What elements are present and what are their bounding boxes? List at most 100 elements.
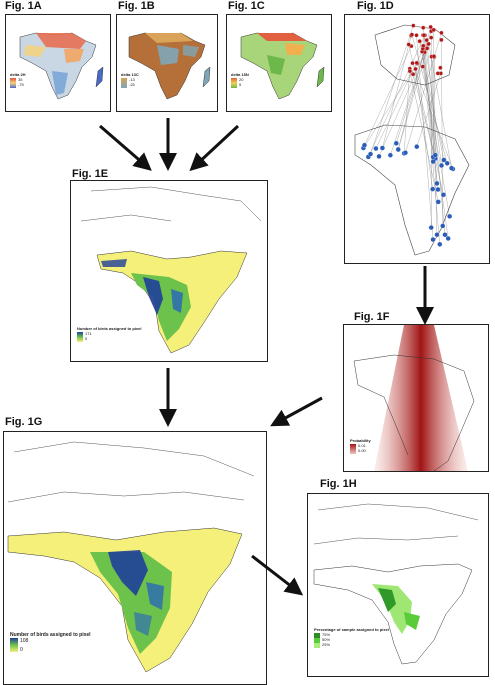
wintering-site-dot [395,147,401,153]
breeding-site-dot [407,69,413,74]
legend-label-25: 25% [322,641,331,647]
migration-lines [363,25,454,245]
fig-1d-label: Fig. 1D [357,0,394,12]
wintering-site-dot [430,186,436,192]
wintering-site-dot [387,152,393,158]
legend-row-75: 75% [314,631,389,638]
breeding-site-dot [413,66,418,72]
swatch-dark-green [314,632,320,638]
wintering-site-dot [393,140,399,146]
wintering-site-dot [437,241,443,247]
wintering-site-dot [428,225,434,231]
breeding-site-dot [406,42,411,47]
breeding-site-dot [410,72,416,77]
wintering-site-dot [379,145,385,151]
migration-line [423,45,439,190]
migration-line [423,27,442,166]
migration-connectivity-map [354,23,470,256]
breeding-site-dot [420,64,425,69]
sample-percentage-map [313,503,479,665]
migration-line [363,63,418,149]
wintering-site-dot [367,151,374,157]
migration-line [382,35,412,149]
fig-1e-legend: Number of birds assigned to pixel 171 0 [77,326,142,342]
legend-colorbar [350,443,356,454]
wintering-site-dot [430,237,436,243]
swatch-mid-green [314,637,320,643]
legend-title: Percentage of sample assigned to pixel [314,627,389,632]
wintering-site-dot [444,160,450,166]
wintering-site-dot [441,157,447,163]
legend-row-50: 50% [314,637,389,643]
migration-line [375,49,424,149]
migration-line [422,66,450,217]
wintering-sites [360,140,456,247]
assignment-count-map-g [7,441,255,673]
migration-line [412,63,454,170]
breeding-site-dot [421,25,426,30]
wintering-site-dot [361,142,368,148]
breeding-site-dot [431,54,437,59]
migration-line [416,73,441,147]
migration-line [422,48,440,245]
legend-tick-low: 0.00 [358,447,366,453]
legend-colorbar [121,77,127,88]
legend-colorbar [10,77,16,88]
migration-line [431,37,438,235]
wintering-site-dot [376,153,382,159]
wintering-site-dot [438,162,445,169]
fig-1e-panel: Number of birds assigned to pixel 171 0 [70,180,268,362]
breeding-site-dot [421,43,426,48]
migration-line [408,44,444,195]
wintering-site-dot [435,186,441,193]
migration-line [370,25,414,155]
wintering-site-dot [414,144,420,150]
legend-label-75: 75% [322,631,331,637]
breeding-site-dot [439,30,444,35]
migration-line [364,46,412,146]
legend-title: delta 13C [121,72,139,77]
legend-title: Number of birds assigned to pixel [10,632,91,638]
migration-line [378,44,429,157]
breeding-site-dot [429,35,434,40]
breeding-sites [406,23,444,77]
breeding-site-dot [409,32,415,37]
legend-tick-high: 108 [20,638,29,644]
breeding-site-dot [439,37,444,43]
fig-1c-label: Fig. 1C [228,0,265,12]
fig-1f-label: Fig. 1F [354,311,390,323]
fig-1f-legend: Probability 0.01 0.00 [350,438,371,454]
migration-line [411,34,448,164]
fig-1g-label: Fig. 1G [5,416,43,428]
legend-tick-high: 20 [239,76,244,82]
fig-1h-legend: Percentage of sample assigned to pixel 7… [314,627,389,648]
breeding-site-dot [435,71,441,76]
fig-1d-panel [344,14,490,264]
breeding-site-dot [414,60,419,66]
breeding-site-dot [428,24,433,30]
migration-line [428,43,452,169]
breeding-site-dot [414,33,419,38]
migration-line [416,35,434,240]
wintering-site-dot [402,150,408,156]
fig-1e-label: Fig. 1E [72,168,109,180]
wintering-site-dot [435,199,441,205]
wintering-site-dot [442,232,448,238]
migration-line [434,56,436,156]
fig-1b-legend: delta 13C -13 -25 [121,72,139,88]
wintering-site-dot [432,152,438,158]
fig-1c-legend: delta 15N 20 5 [231,72,249,88]
legend-tick-low: 0 [20,647,23,653]
breeding-site-dot [421,33,427,38]
fig-1c-panel: delta 15N 20 5 [226,14,332,112]
legend-colorbar [77,331,83,342]
breeding-site-dot [417,39,422,44]
fig-1a-panel: delta 2H 35 -75 [5,14,111,112]
legend-tick-high: -13 [129,76,135,82]
wintering-site-dot [447,213,453,219]
wintering-site-dot [440,223,446,229]
legend-title: Number of birds assigned to pixel [77,326,142,331]
wintering-site-dot [430,159,436,165]
legend-title: Probability [350,438,371,443]
wintering-site-dot [434,232,440,238]
